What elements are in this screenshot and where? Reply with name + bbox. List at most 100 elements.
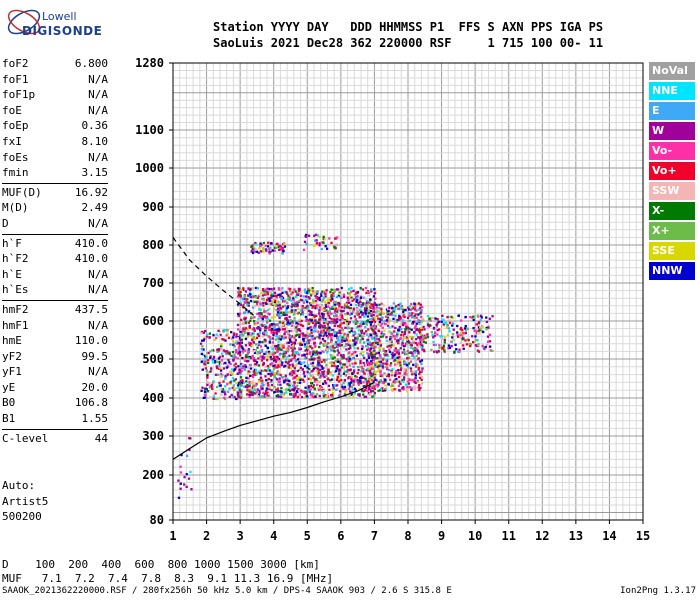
parameter-row: MUF(D) 16.92 — [2, 185, 108, 201]
echo-pixel — [310, 336, 313, 339]
echo-pixel — [356, 347, 359, 350]
echo-pixel — [477, 343, 480, 346]
echo-pixel — [207, 359, 210, 362]
echo-pixel — [300, 361, 303, 364]
echo-pixel — [434, 317, 437, 320]
echo-pixel — [285, 348, 288, 351]
echo-pixel — [278, 304, 281, 307]
echo-pixel — [320, 292, 323, 295]
echo-pixel — [203, 360, 207, 363]
echo-pixel — [392, 344, 396, 347]
echo-pixel — [202, 353, 205, 356]
echo-pixel — [244, 316, 247, 320]
echo-pixel — [233, 345, 236, 348]
echo-pixel — [316, 370, 319, 373]
echo-pixel — [282, 356, 285, 360]
echo-pixel — [332, 294, 336, 297]
echo-pixel — [417, 342, 420, 345]
echo-pixel — [342, 367, 346, 370]
echo-pixel — [295, 330, 298, 333]
echo-pixel — [321, 331, 324, 334]
echo-pixel — [397, 352, 401, 356]
echo-pixel — [339, 374, 342, 377]
echo-pixel — [360, 365, 363, 369]
y-tick-label: 1100 — [135, 123, 164, 137]
echo-pixel — [265, 369, 268, 372]
echo-pixel — [288, 354, 291, 357]
echo-pixel — [332, 361, 336, 364]
echo-pixel — [336, 358, 340, 361]
echo-pixel — [381, 366, 385, 370]
echo-pixel — [313, 324, 317, 327]
echo-pixel — [415, 370, 418, 373]
echo-pixel — [265, 299, 269, 302]
echo-pixel — [367, 308, 371, 312]
echo-pixel — [202, 339, 205, 342]
echo-pixel — [245, 309, 248, 312]
echo-pixel — [237, 291, 240, 294]
echo-pixel — [349, 358, 353, 361]
echo-pixel — [262, 331, 265, 334]
echo-pixel — [293, 356, 296, 359]
echo-pixel — [371, 365, 375, 369]
echo-pixel — [353, 342, 356, 346]
echo-pixel — [366, 345, 369, 348]
parameter-separator — [2, 182, 108, 184]
echo-pixel — [339, 354, 343, 357]
echo-pixel — [257, 357, 260, 360]
echo-pixel — [343, 387, 346, 390]
echo-pixel — [273, 315, 276, 319]
echo-pixel — [411, 353, 415, 356]
echo-pixel — [328, 361, 332, 365]
echo-pixel — [349, 344, 352, 347]
echo-pixel — [277, 301, 280, 304]
echo-pixel — [370, 343, 373, 347]
echo-pixel — [350, 286, 353, 290]
echo-pixel — [313, 314, 316, 317]
echo-pixel — [306, 363, 310, 367]
echo-pixel — [275, 345, 278, 348]
echo-pixel — [313, 315, 316, 319]
echo-pixel — [375, 303, 378, 306]
echo-pixel — [293, 324, 296, 327]
echo-pixel — [222, 349, 226, 352]
echo-pixel — [203, 337, 206, 341]
parameter-name: hmE — [2, 334, 22, 348]
echo-pixel — [291, 349, 294, 353]
echo-pixel — [261, 387, 264, 390]
echo-pixel — [253, 368, 257, 372]
echo-pixel — [266, 290, 269, 294]
echo-pixel — [286, 379, 289, 382]
echo-pixel — [304, 336, 307, 340]
echo-pixel — [261, 363, 265, 366]
echo-pixel — [299, 378, 302, 382]
echo-pixel — [255, 250, 258, 253]
echo-pixel — [384, 319, 387, 322]
echo-pixel — [336, 360, 340, 364]
echo-pixel — [474, 338, 478, 342]
echo-pixel — [258, 331, 262, 335]
echo-pixel — [359, 359, 362, 363]
echo-pixel — [275, 378, 279, 381]
echo-pixel — [322, 329, 326, 332]
echo-pixel — [267, 241, 270, 244]
echo-pixel — [456, 324, 459, 328]
echo-pixel — [257, 317, 260, 320]
echo-pixel — [479, 314, 483, 317]
echo-pixel — [456, 335, 460, 338]
echo-pixel — [326, 299, 329, 302]
echo-pixel — [303, 240, 307, 244]
echo-pixel — [290, 293, 293, 296]
echo-pixel — [218, 360, 221, 364]
echo-pixel — [260, 369, 263, 372]
echo-pixel — [288, 315, 291, 319]
echo-pixel — [264, 344, 267, 347]
echo-pixel — [234, 378, 237, 381]
echo-pixel — [452, 339, 455, 342]
echo-pixel — [274, 358, 277, 362]
echo-pixel — [362, 393, 365, 396]
echo-pixel — [457, 350, 460, 353]
echo-pixel — [267, 392, 271, 396]
echo-pixel — [277, 364, 280, 367]
echo-pixel — [296, 381, 300, 384]
